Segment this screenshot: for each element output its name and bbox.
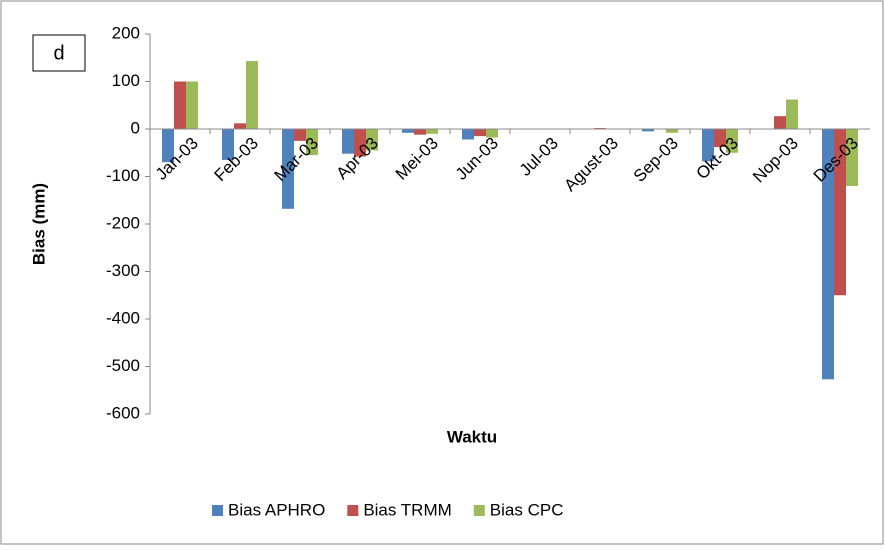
bar	[774, 116, 786, 129]
y-axis-label: Bias (mm)	[29, 183, 48, 265]
bar	[462, 129, 474, 139]
y-tick-label: -500	[106, 356, 140, 375]
y-tick-label: -200	[106, 213, 140, 232]
bar	[186, 82, 198, 130]
x-axis-label: Waktu	[447, 427, 497, 446]
legend-label: Bias TRMM	[363, 500, 451, 519]
bar	[666, 129, 678, 133]
y-tick-label: -300	[106, 261, 140, 280]
legend-swatch	[212, 505, 223, 516]
annotation: d	[53, 42, 64, 64]
y-tick-label: -400	[106, 308, 140, 327]
bar	[474, 129, 486, 136]
bar	[246, 61, 258, 129]
y-tick-label: 100	[112, 71, 140, 90]
y-tick-label: -600	[106, 403, 140, 422]
y-tick-label: 200	[112, 23, 140, 42]
legend-label: Bias APHRO	[228, 500, 325, 519]
bar	[234, 123, 246, 129]
bar	[174, 82, 186, 130]
bar	[402, 129, 414, 133]
legend-swatch	[347, 505, 358, 516]
bar	[786, 100, 798, 129]
y-tick-label: 0	[131, 118, 140, 137]
bar	[414, 129, 426, 135]
y-tick-label: -100	[106, 166, 140, 185]
legend-label: Bias CPC	[490, 500, 564, 519]
legend-swatch	[474, 505, 485, 516]
